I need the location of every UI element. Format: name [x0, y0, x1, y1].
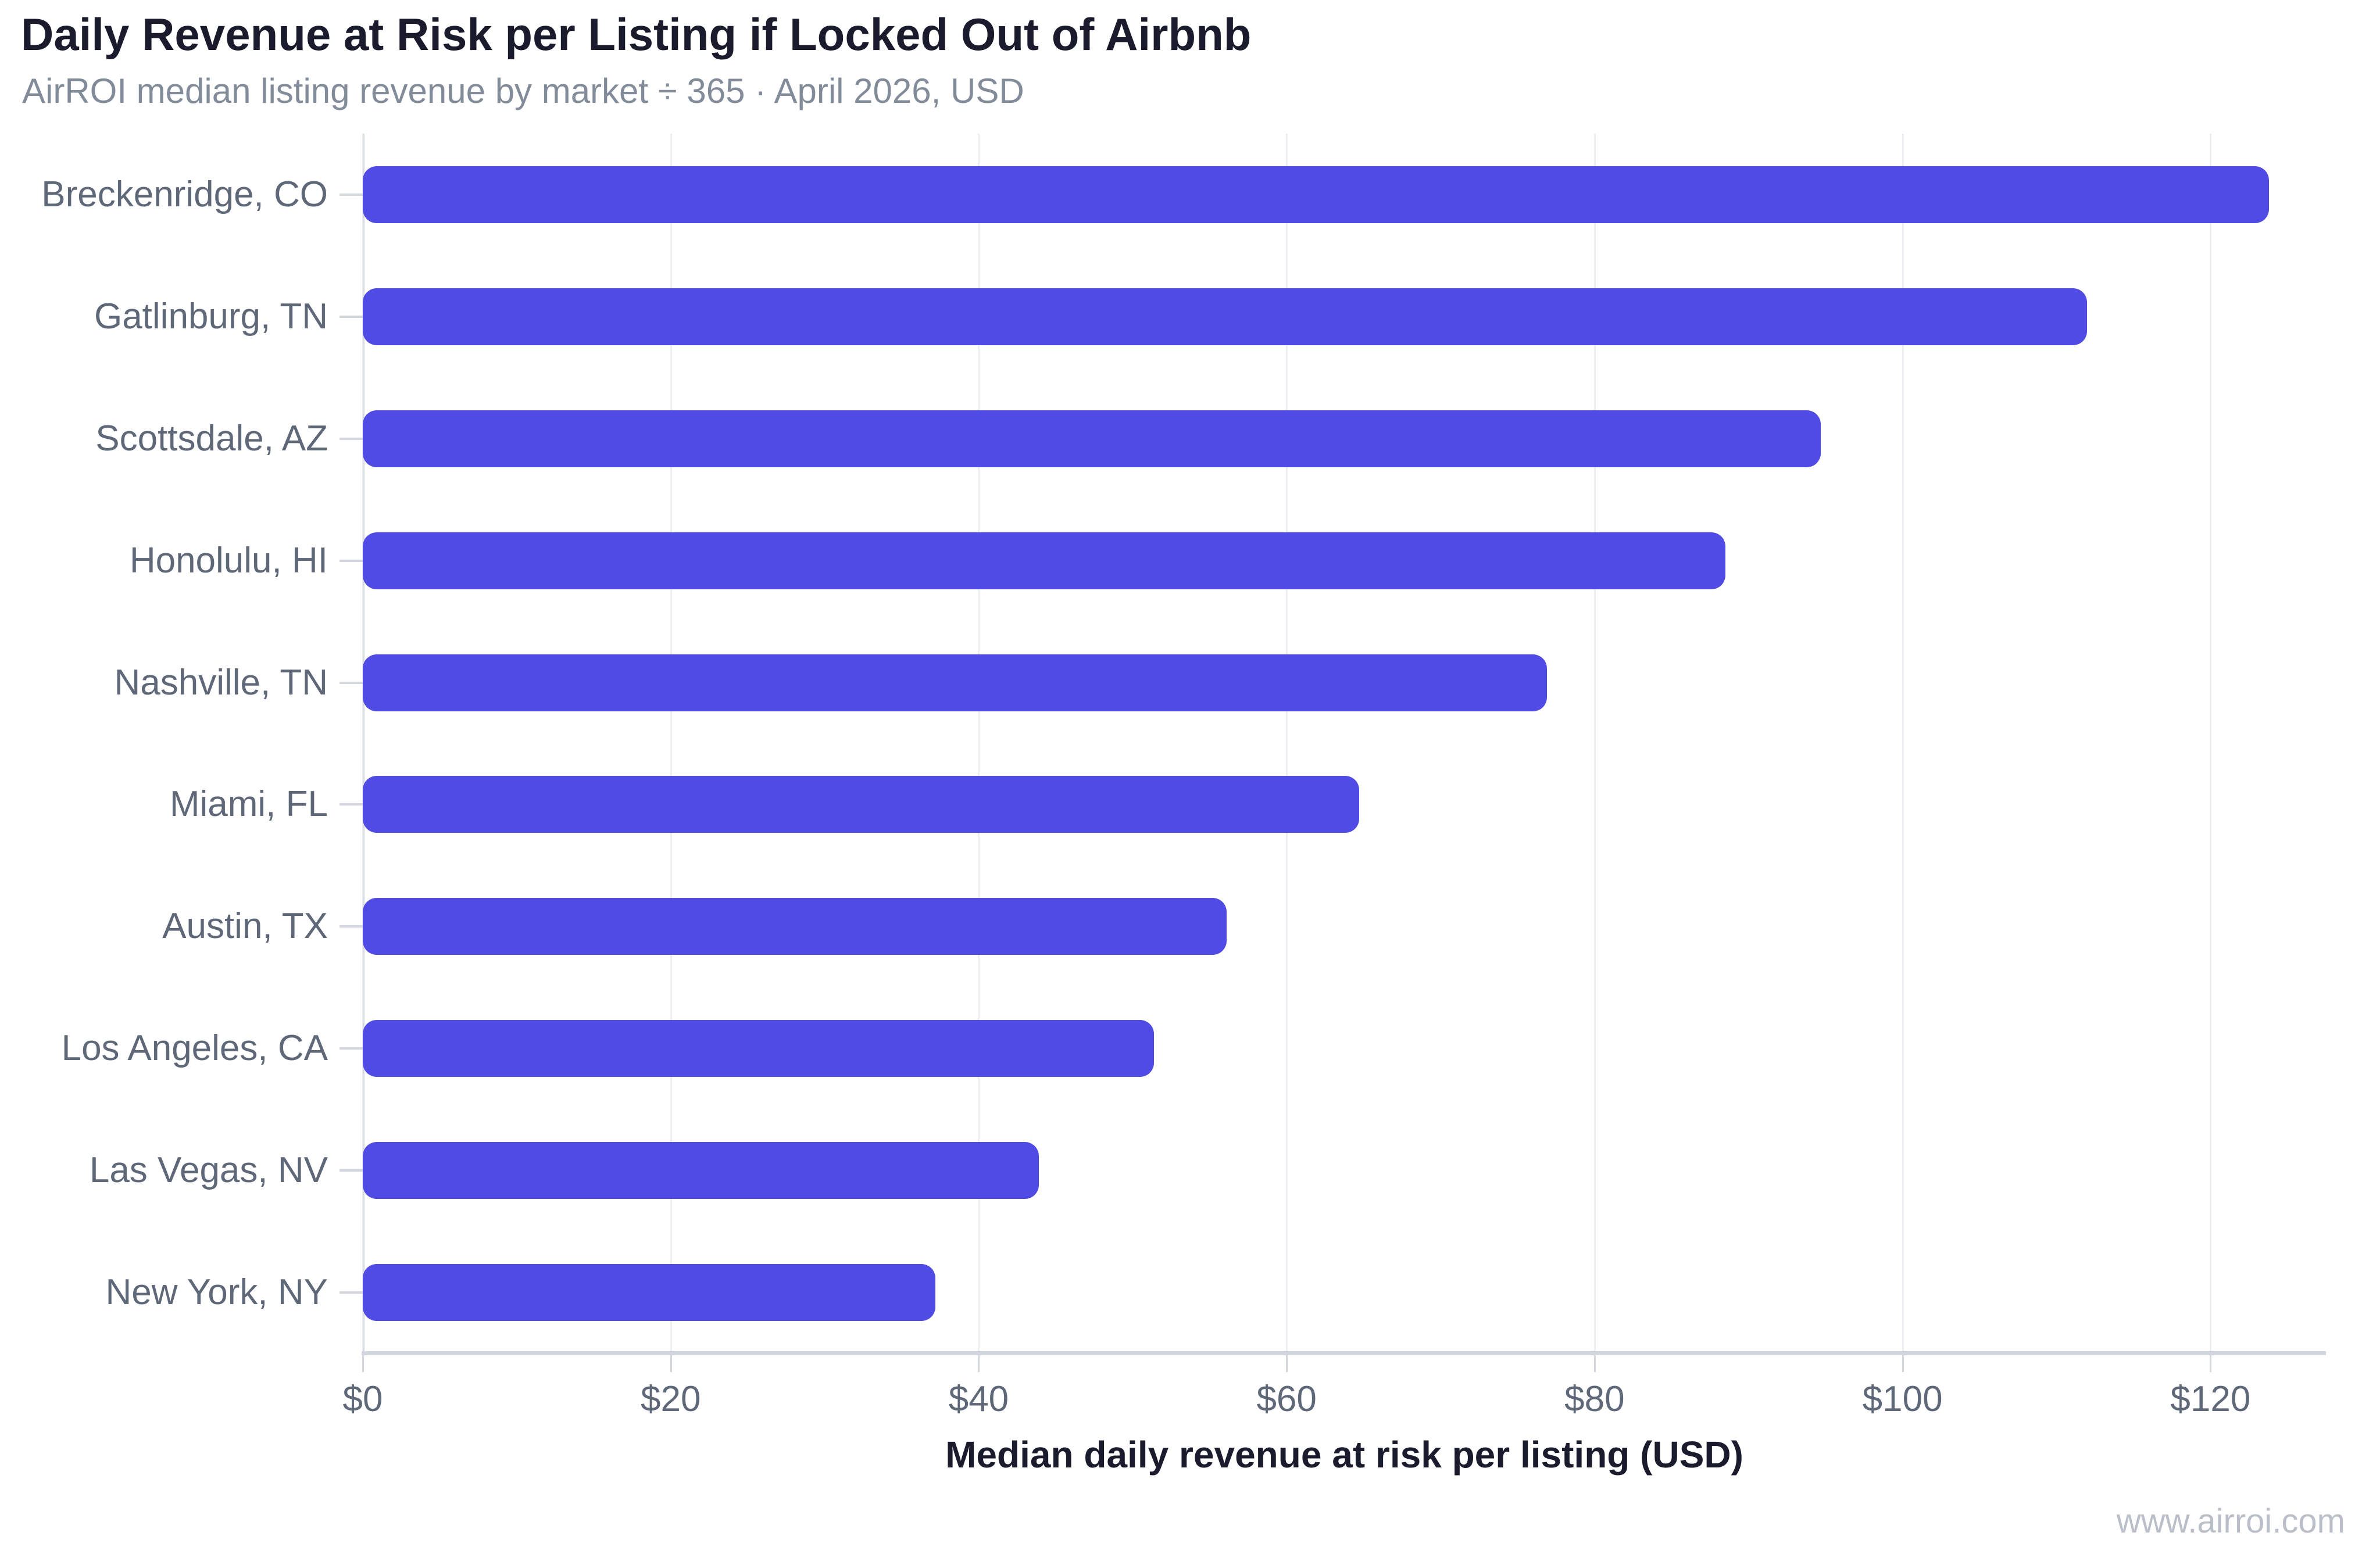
- bar: [363, 1142, 1039, 1200]
- x-axis-line: [362, 1351, 2326, 1355]
- bar: [363, 288, 2088, 345]
- bar: [363, 532, 1726, 589]
- y-tick-mark: [340, 437, 363, 440]
- y-tick-mark: [340, 1169, 363, 1172]
- x-tick-mark: [1286, 1354, 1288, 1372]
- bar: [363, 410, 1821, 467]
- y-axis-label: Nashville, TN: [114, 662, 328, 703]
- x-tick-label: $60: [1256, 1379, 1317, 1419]
- x-tick-label: $20: [640, 1379, 701, 1419]
- y-tick-mark: [340, 193, 363, 196]
- y-axis-label: Scottsdale, AZ: [95, 418, 328, 459]
- watermark: www.airroi.com: [2116, 1502, 2345, 1540]
- y-tick-mark: [340, 803, 363, 806]
- bar: [363, 1264, 936, 1322]
- gridline: [978, 134, 980, 1354]
- y-tick-mark: [340, 925, 363, 928]
- bar: [363, 898, 1227, 955]
- y-tick-mark: [340, 315, 363, 318]
- x-tick-mark: [670, 1354, 672, 1372]
- y-axis-label: Los Angeles, CA: [61, 1028, 328, 1069]
- plot-area: [340, 134, 2326, 1372]
- x-axis-title: Median daily revenue at risk per listing…: [945, 1434, 1743, 1476]
- y-axis-label: Breckenridge, CO: [41, 174, 328, 214]
- bar: [363, 166, 2269, 223]
- x-tick-mark: [1593, 1354, 1596, 1372]
- chart-title: Daily Revenue at Risk per Listing if Loc…: [21, 9, 1252, 60]
- y-axis-line: [363, 134, 364, 1355]
- x-tick-mark: [1902, 1354, 1904, 1372]
- y-axis-label: Austin, TX: [162, 906, 328, 947]
- y-axis-label: Honolulu, HI: [129, 540, 328, 581]
- y-axis-label: Las Vegas, NV: [89, 1150, 328, 1191]
- x-tick-label: $0: [342, 1379, 383, 1419]
- gridline: [670, 134, 672, 1354]
- y-axis-label: Miami, FL: [169, 784, 328, 825]
- y-tick-mark: [340, 1047, 363, 1050]
- gridline: [1902, 134, 1904, 1354]
- y-tick-mark: [340, 681, 363, 684]
- x-tick-mark: [2210, 1354, 2212, 1372]
- x-tick-label: $40: [948, 1379, 1009, 1419]
- bar: [363, 654, 1547, 711]
- y-tick-mark: [340, 559, 363, 562]
- y-axis-label: Gatlinburg, TN: [94, 296, 328, 336]
- x-tick-mark: [362, 1354, 364, 1372]
- x-tick-label: $80: [1564, 1379, 1625, 1419]
- gridline: [1286, 134, 1288, 1354]
- x-tick-label: $100: [1862, 1379, 1943, 1419]
- chart-subtitle: AirROI median listing revenue by market …: [22, 71, 1024, 110]
- y-tick-mark: [340, 1291, 363, 1294]
- y-axis-label: New York, NY: [105, 1272, 328, 1313]
- bar: [363, 776, 1359, 833]
- gridline: [2210, 134, 2212, 1354]
- x-tick-mark: [978, 1354, 980, 1372]
- x-tick-label: $120: [2170, 1379, 2251, 1419]
- gridline: [1593, 134, 1596, 1354]
- bar: [363, 1020, 1155, 1077]
